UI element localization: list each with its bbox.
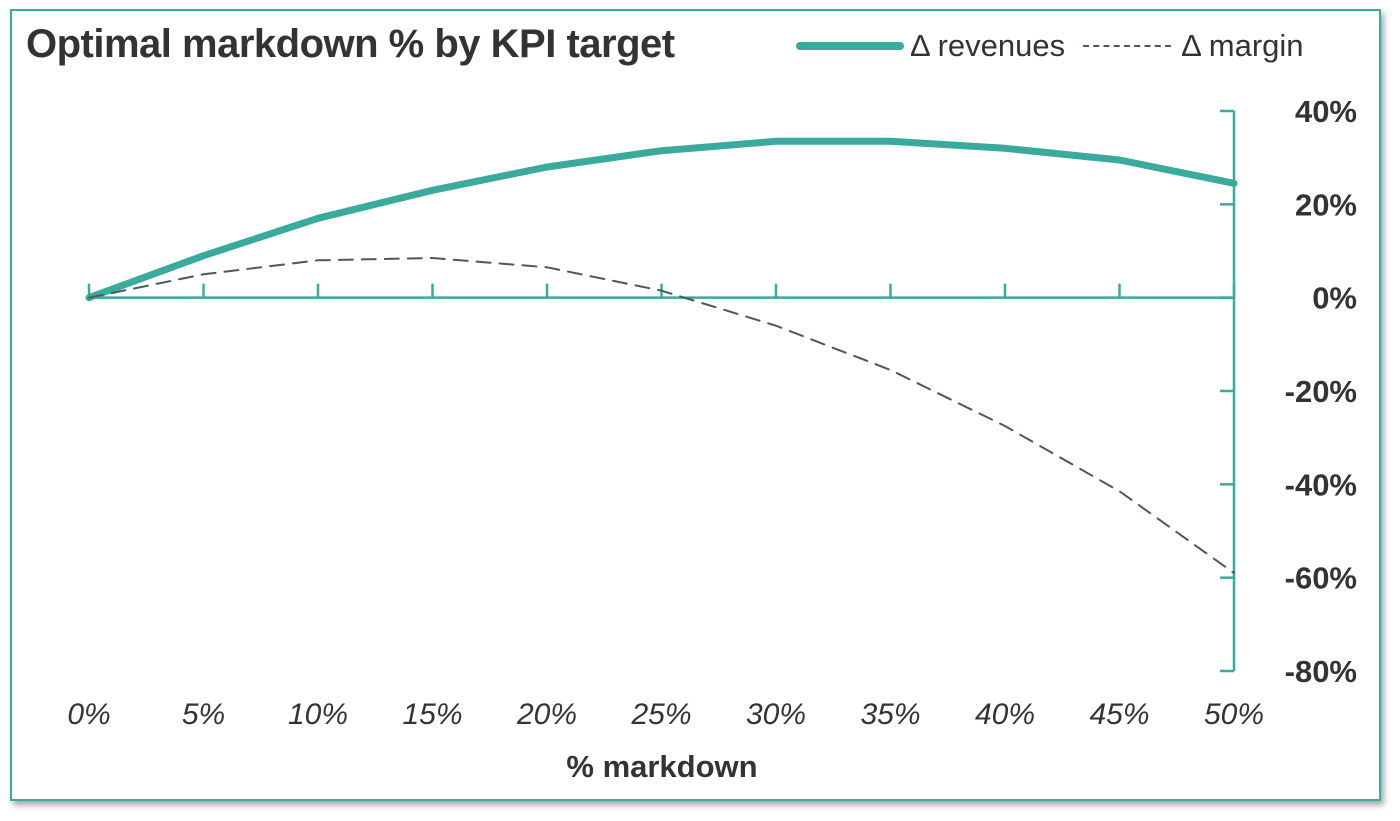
y-tick-label: -80%: [1285, 654, 1357, 689]
legend-label-margin: Δ margin: [1181, 28, 1304, 63]
x-tick-label: 0%: [67, 698, 110, 731]
x-tick-label: 15%: [402, 698, 462, 731]
legend-swatch-margin: [1083, 45, 1172, 47]
legend-item-revenues: Δ revenues: [796, 28, 1065, 64]
axes-layer: [87, 109, 1236, 673]
x-tick-label: 30%: [746, 698, 806, 731]
chart-legend: Δ revenues Δ margin: [796, 26, 1304, 66]
y-tick-label: 40%: [1295, 94, 1357, 129]
legend-item-margin: Δ margin: [1065, 28, 1304, 64]
y-tick-label: 20%: [1295, 187, 1357, 222]
x-tick-label: 20%: [516, 698, 577, 731]
labels-layer: 40% 20% 0% -20% -40% -60% -80% 0% 5% 10% 15% 20% 25%…: [67, 94, 1357, 731]
x-tick-label: 50%: [1204, 698, 1264, 731]
series-line-margin: [88, 257, 1235, 574]
x-axis-title: % markdown: [566, 749, 757, 784]
x-tick-label: 10%: [288, 698, 348, 731]
legend-label-revenues: Δ revenues: [910, 28, 1066, 63]
y-tick-label: -40%: [1285, 467, 1357, 502]
y-tick-label: -60%: [1285, 561, 1357, 596]
x-tick-label: 5%: [182, 698, 225, 731]
x-tick-label: 45%: [1089, 698, 1149, 731]
legend-swatch-revenues: [796, 42, 904, 50]
chart-frame: [10, 9, 1381, 801]
x-tick-label: 25%: [630, 698, 691, 731]
series-layer: [85, 137, 1238, 574]
y-tick-label: -20%: [1285, 374, 1357, 409]
y-tick-label: 0%: [1312, 281, 1357, 316]
x-tick-label: 40%: [975, 698, 1035, 731]
chart-title: Optimal markdown % by KPI target: [26, 22, 675, 66]
series-line-revenues: [85, 137, 1238, 302]
x-tick-label: 35%: [860, 698, 920, 731]
